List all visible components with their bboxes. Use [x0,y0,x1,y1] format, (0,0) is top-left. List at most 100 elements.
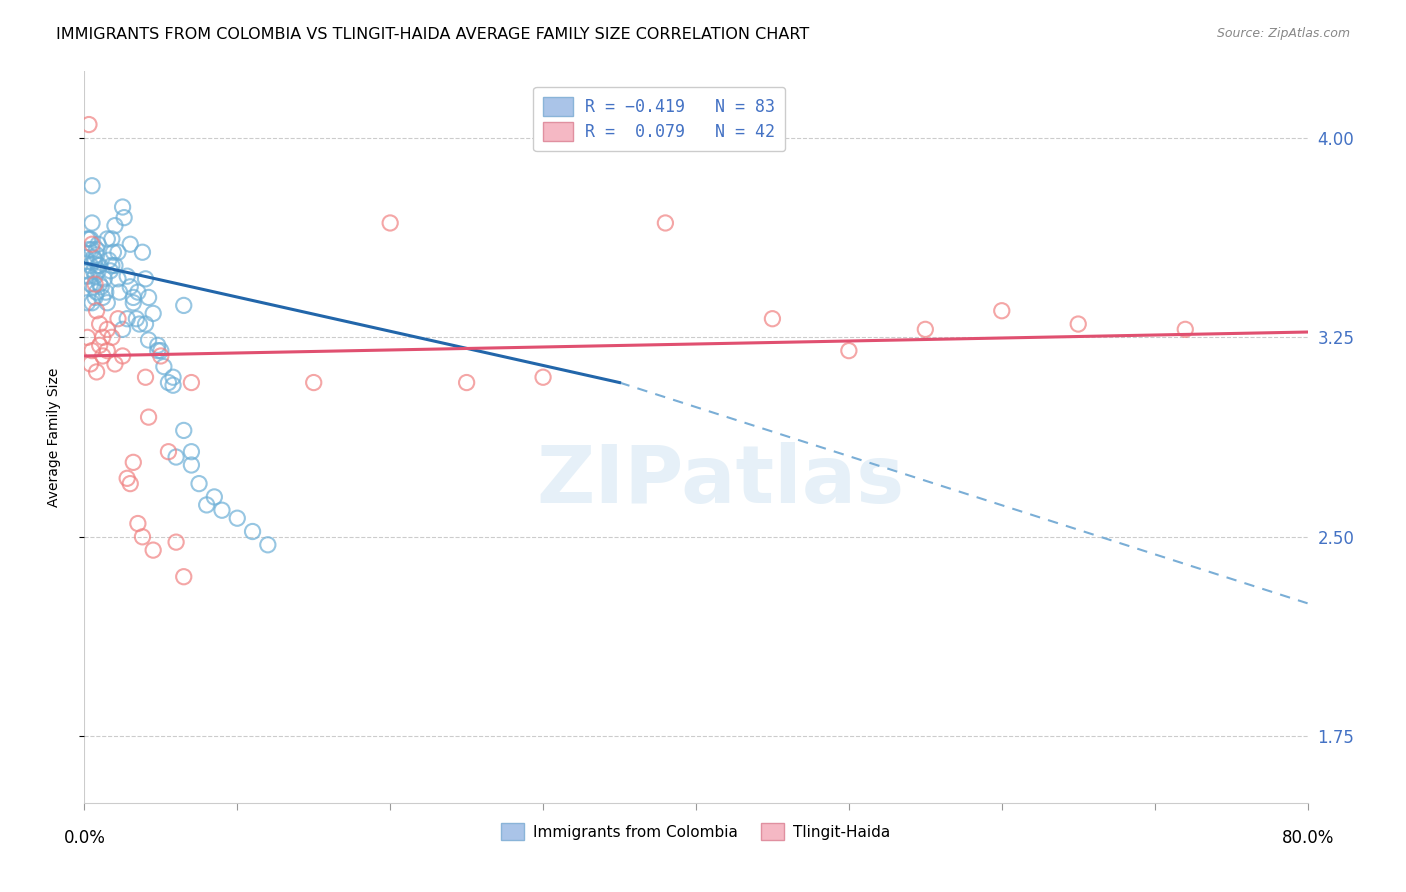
Text: Source: ZipAtlas.com: Source: ZipAtlas.com [1216,27,1350,40]
Point [1067,317,1090,331]
Point [195,498,218,512]
Point [97,253,120,268]
Point [76,232,98,246]
Point [79,277,101,292]
Point [131,245,153,260]
Point [83,280,105,294]
Point [128,317,150,331]
Point [127,285,149,299]
Point [80,216,103,230]
Point [162,370,184,384]
Point [142,306,165,320]
Point [91,290,114,304]
Point [111,322,134,336]
Point [1174,322,1197,336]
Point [761,311,783,326]
Point [380,216,402,230]
Point [91,330,114,344]
Point [89,277,111,292]
Point [84,290,107,304]
Point [86,243,108,257]
Point [111,349,134,363]
Point [84,277,107,292]
Point [75,269,97,284]
Point [75,251,97,265]
Point [180,376,202,390]
Point [211,503,233,517]
Point [120,476,142,491]
Point [87,264,110,278]
Point [98,264,121,278]
Text: IMMIGRANTS FROM COLOMBIA VS TLINGIT-HAIDA AVERAGE FAMILY SIZE CORRELATION CHART: IMMIGRANTS FROM COLOMBIA VS TLINGIT-HAID… [56,27,810,42]
Point [302,376,325,390]
Point [90,280,112,294]
Point [146,343,169,358]
Point [146,338,169,352]
Point [188,476,211,491]
Point [77,269,100,284]
Point [115,269,138,284]
Point [654,216,676,230]
Point [122,290,145,304]
Point [80,295,103,310]
Point [149,343,172,358]
Point [135,370,157,384]
Point [80,237,103,252]
Point [991,303,1014,318]
Point [96,232,118,246]
Point [101,330,124,344]
Point [77,118,100,132]
Y-axis label: Average Family Size: Average Family Size [46,368,60,507]
Point [83,264,105,278]
Point [173,298,195,312]
Point [94,285,117,299]
Point [79,259,101,273]
Point [242,524,264,539]
Point [84,269,107,284]
Point [104,219,127,233]
Point [93,272,115,286]
Point [101,259,124,273]
Point [138,290,160,304]
Point [96,295,118,310]
Point [89,338,111,352]
Point [108,285,131,299]
Point [79,357,101,371]
Text: 80.0%: 80.0% [1281,830,1334,847]
Point [107,272,129,286]
Point [86,303,108,318]
Point [125,311,148,326]
Point [149,349,172,363]
Point [157,376,180,390]
Point [914,322,936,336]
Point [257,538,280,552]
Text: 0.0%: 0.0% [63,830,105,847]
Point [838,343,860,358]
Point [173,424,195,438]
Point [101,232,124,246]
Point [84,253,107,268]
Point [76,330,98,344]
Point [120,237,142,252]
Point [76,264,98,278]
Point [104,259,127,273]
Point [89,259,111,273]
Point [153,359,176,374]
Point [104,357,127,371]
Point [87,259,110,273]
Point [456,376,478,390]
Point [135,317,157,331]
Text: ZIPatlas: ZIPatlas [536,442,904,520]
Point [180,458,202,472]
Point [107,311,129,326]
Point [531,370,554,384]
Point [103,245,125,260]
Point [86,365,108,379]
Point [76,295,98,310]
Point [138,333,160,347]
Point [157,444,180,458]
Point [115,311,138,326]
Point [138,410,160,425]
Point [107,245,129,260]
Point [226,511,249,525]
